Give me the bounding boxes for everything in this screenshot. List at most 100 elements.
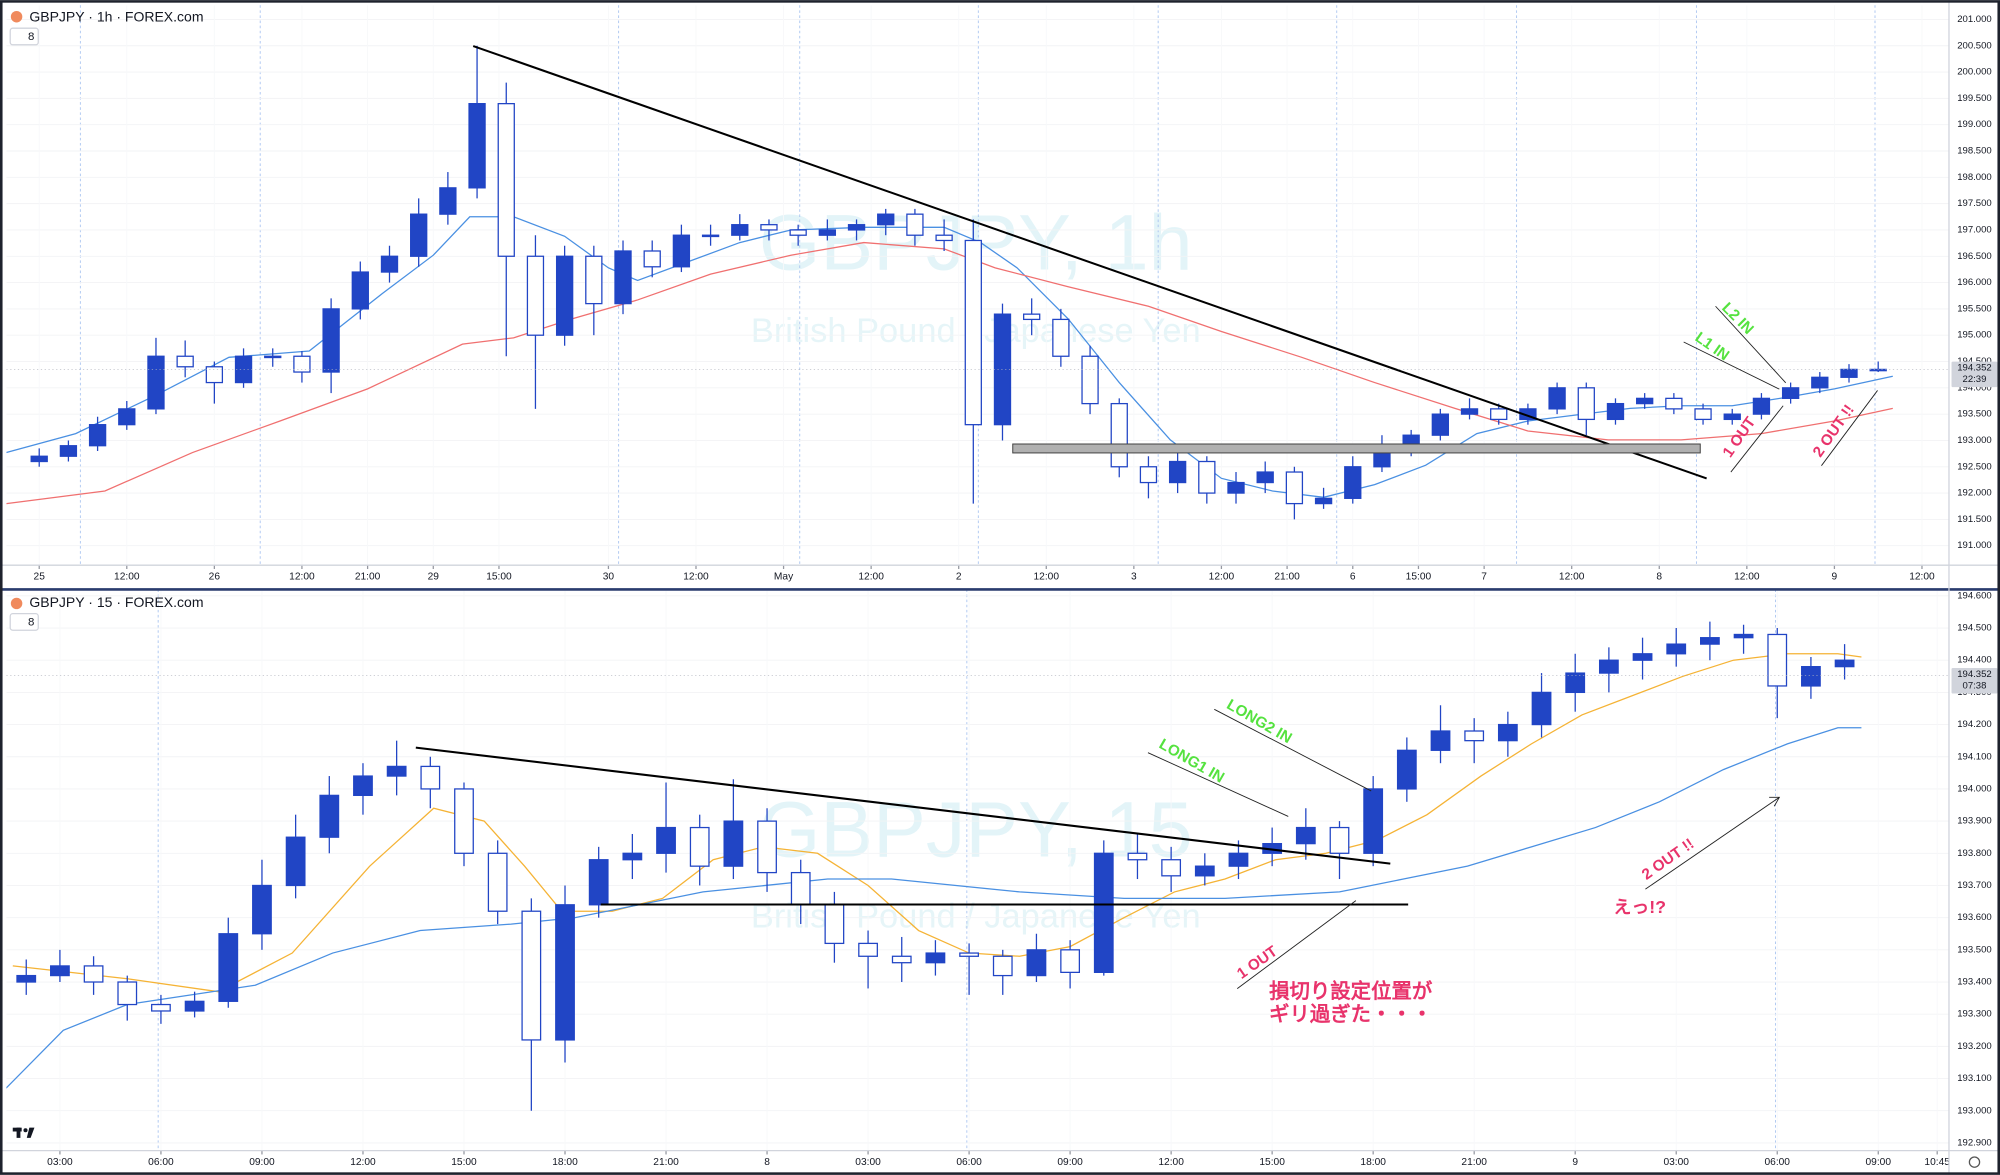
candle-body xyxy=(1228,852,1249,867)
candle-body xyxy=(351,271,369,310)
y-tick-label: 194.200 xyxy=(1957,719,1992,730)
y-tick-label: 201.000 xyxy=(1957,14,1992,25)
indicator-toggle[interactable] xyxy=(9,27,39,46)
candle-body xyxy=(1694,408,1712,421)
candle-body xyxy=(906,213,924,236)
candle-body xyxy=(1767,633,1788,687)
symbol-icon xyxy=(10,597,23,610)
x-tick-label: 03:00 xyxy=(855,1157,881,1168)
y-tick-label: 195.500 xyxy=(1957,303,1992,314)
candle-body xyxy=(410,213,428,257)
y-tick-label: 193.400 xyxy=(1957,977,1992,988)
x-tick-label: 06:00 xyxy=(1764,1157,1790,1168)
annotation: 損切り設定位置が xyxy=(1269,979,1433,1003)
y-tick-label: 193.100 xyxy=(1957,1073,1992,1084)
settings-icon[interactable] xyxy=(1968,1156,1981,1168)
y-tick-label: 194.500 xyxy=(1957,356,1992,367)
x-tick-label: 06:00 xyxy=(148,1157,174,1168)
candle-body xyxy=(252,884,272,935)
annotation: ギリ過ぎた・・・ xyxy=(1269,1002,1432,1026)
candle-body xyxy=(1396,749,1417,790)
x-tick-label: 06:00 xyxy=(956,1157,982,1168)
x-tick-label: 21:00 xyxy=(1274,571,1300,582)
support-zone xyxy=(1012,443,1701,454)
candle-body xyxy=(622,852,643,861)
candle-body xyxy=(847,224,866,231)
candle-body xyxy=(935,234,953,242)
watermark: GBPJPY, 15 xyxy=(759,784,1193,873)
y-tick-label: 198.000 xyxy=(1957,172,1992,183)
y-tick-label: 193.800 xyxy=(1957,848,1992,859)
x-tick-label: May xyxy=(774,571,794,582)
candle-body xyxy=(1632,653,1653,661)
x-tick-label: 09:00 xyxy=(1866,1157,1892,1168)
x-tick-label: 15:00 xyxy=(1259,1157,1285,1168)
candle-body xyxy=(1598,659,1619,674)
x-tick-label: 3 xyxy=(1131,571,1137,582)
candle-body xyxy=(760,224,778,231)
y-tick-label: 195.000 xyxy=(1957,330,1992,341)
candle-body xyxy=(689,826,710,867)
x-tick-label: 9 xyxy=(1832,571,1838,582)
y-tick-label: 193.300 xyxy=(1957,1009,1992,1020)
indicator-count[interactable]: 8 xyxy=(28,31,34,43)
indicator-count[interactable]: 8 xyxy=(28,617,34,629)
countdown-label: 07:38 xyxy=(1963,680,1987,691)
indicator-toggle[interactable] xyxy=(9,613,39,631)
y-tick-label: 194.500 xyxy=(1957,623,1992,634)
y-tick-label: 193.900 xyxy=(1957,816,1992,827)
candle-body xyxy=(1026,949,1047,977)
candle-body xyxy=(1811,376,1829,389)
candle-body xyxy=(614,250,632,305)
candle-body xyxy=(818,229,837,236)
candle-body xyxy=(184,1000,205,1012)
candle-body xyxy=(1295,826,1316,845)
candle-body xyxy=(50,965,70,977)
candle-body xyxy=(30,455,48,463)
annotation-lines xyxy=(1683,305,1878,473)
tradingview-logo xyxy=(12,1127,35,1138)
candle-body xyxy=(1168,460,1187,484)
last-price-label: 194.352 xyxy=(1957,363,1992,374)
y-tick-label: 193.000 xyxy=(1957,435,1992,446)
x-tick-label: 8 xyxy=(1656,571,1662,582)
chart-title: GBPJPY · 1h · FOREX.com xyxy=(29,9,203,25)
x-tick-label: 9 xyxy=(1572,1157,1578,1168)
x-tick-label: 09:00 xyxy=(249,1157,275,1168)
x-tick-label: 12:00 xyxy=(858,571,884,582)
x-tick-label: 12:00 xyxy=(350,1157,376,1168)
candle-body xyxy=(555,255,574,336)
candle-body xyxy=(1052,318,1070,357)
candle-body xyxy=(1752,397,1771,415)
x-tick-label: 12:00 xyxy=(114,571,140,582)
candle-body xyxy=(1781,387,1800,399)
x-tick-label: 10:45 xyxy=(1924,1157,1950,1168)
candle-body xyxy=(877,213,895,226)
candle-body xyxy=(1666,643,1687,655)
candle-body xyxy=(723,820,744,867)
candle-body xyxy=(1139,466,1158,484)
candle-body xyxy=(1519,408,1537,421)
candle-body xyxy=(1194,865,1215,877)
x-tick-label: 15:00 xyxy=(1406,571,1432,582)
x-tick-label: 12:00 xyxy=(1034,571,1060,582)
candle-body xyxy=(1460,408,1479,415)
watermark-subtitle: British Pound / Japanese Yen xyxy=(751,898,1201,936)
last-price-label: 194.352 xyxy=(1957,669,1992,680)
candle-body xyxy=(1110,402,1128,468)
candle-body xyxy=(468,103,486,189)
y-tick-label: 193.500 xyxy=(1957,944,1992,955)
y-tick-label: 196.500 xyxy=(1957,251,1992,262)
x-tick-label: 12:00 xyxy=(289,571,315,582)
candle-body xyxy=(454,788,474,854)
countdown-label: 22:39 xyxy=(1963,374,1987,385)
annotation: えっ!? xyxy=(1614,897,1667,917)
candle-body xyxy=(1344,466,1362,499)
plot-bottom xyxy=(6,589,1949,1151)
x-tick-label: 18:00 xyxy=(552,1157,578,1168)
candle-body xyxy=(1081,355,1099,405)
candle-body xyxy=(1723,413,1741,421)
y-tick-label: 197.000 xyxy=(1957,224,1992,235)
x-tick-label: 12:00 xyxy=(1158,1157,1184,1168)
candle-body xyxy=(1430,730,1451,751)
